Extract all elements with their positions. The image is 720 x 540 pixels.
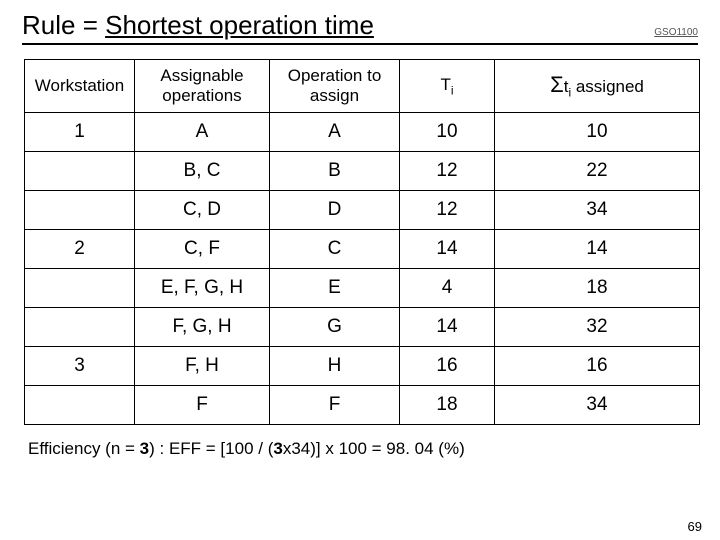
cell-ti: 18: [400, 386, 495, 425]
title-underlined: Shortest operation time: [105, 10, 374, 40]
cell-assignable: E, F, G, H: [135, 269, 270, 308]
table-row: E, F, G, H E 4 18: [25, 269, 700, 308]
col-operation: Operation to assign: [270, 60, 400, 113]
cell-op: G: [270, 308, 400, 347]
cell-ti: 12: [400, 152, 495, 191]
col-ti: Ti: [400, 60, 495, 113]
table-row: F, G, H G 14 32: [25, 308, 700, 347]
cell-op: H: [270, 347, 400, 386]
cell-ws: [25, 269, 135, 308]
cell-ws: [25, 386, 135, 425]
table-row: 3 F, H H 16 16: [25, 347, 700, 386]
cell-op: D: [270, 191, 400, 230]
cell-assignable: C, F: [135, 230, 270, 269]
cell-sum: 14: [495, 230, 700, 269]
cell-op: F: [270, 386, 400, 425]
title-row: Rule = Shortest operation time GSO1100: [22, 10, 698, 45]
slide-number: 69: [688, 519, 702, 534]
cell-assignable: F: [135, 386, 270, 425]
table-row: B, C B 12 22: [25, 152, 700, 191]
title-prefix: Rule =: [22, 10, 105, 40]
cell-ws: [25, 191, 135, 230]
cell-ti: 16: [400, 347, 495, 386]
cell-ws: [25, 308, 135, 347]
cell-ti: 4: [400, 269, 495, 308]
cell-sum: 16: [495, 347, 700, 386]
table-header-row: Workstation Assignable operations Operat…: [25, 60, 700, 113]
cell-assignable: C, D: [135, 191, 270, 230]
cell-ws: [25, 152, 135, 191]
cell-sum: 10: [495, 113, 700, 152]
course-code: GSO1100: [654, 27, 698, 41]
col-workstation: Workstation: [25, 60, 135, 113]
cell-assignable: A: [135, 113, 270, 152]
cell-sum: 22: [495, 152, 700, 191]
cell-assignable: B, C: [135, 152, 270, 191]
cell-sum: 34: [495, 386, 700, 425]
cell-ws: 1: [25, 113, 135, 152]
cell-sum: 32: [495, 308, 700, 347]
cell-ti: 14: [400, 230, 495, 269]
cell-ti: 10: [400, 113, 495, 152]
cell-op: A: [270, 113, 400, 152]
efficiency-line: Efficiency (n = 3) : EFF = [100 / (3x34)…: [22, 439, 698, 459]
cell-sum: 18: [495, 269, 700, 308]
cell-ws: 2: [25, 230, 135, 269]
page-title: Rule = Shortest operation time: [22, 10, 374, 41]
cell-ti: 14: [400, 308, 495, 347]
table-row: F F 18 34: [25, 386, 700, 425]
cell-sum: 34: [495, 191, 700, 230]
cell-op: E: [270, 269, 400, 308]
cell-ti: 12: [400, 191, 495, 230]
cell-op: C: [270, 230, 400, 269]
cell-ws: 3: [25, 347, 135, 386]
cell-assignable: F, G, H: [135, 308, 270, 347]
cell-op: B: [270, 152, 400, 191]
table-row: C, D D 12 34: [25, 191, 700, 230]
col-assignable: Assignable operations: [135, 60, 270, 113]
table-row: 2 C, F C 14 14: [25, 230, 700, 269]
col-sum-ti: Σti assigned: [495, 60, 700, 113]
operations-table: Workstation Assignable operations Operat…: [24, 59, 700, 425]
table-row: 1 A A 10 10: [25, 113, 700, 152]
cell-assignable: F, H: [135, 347, 270, 386]
